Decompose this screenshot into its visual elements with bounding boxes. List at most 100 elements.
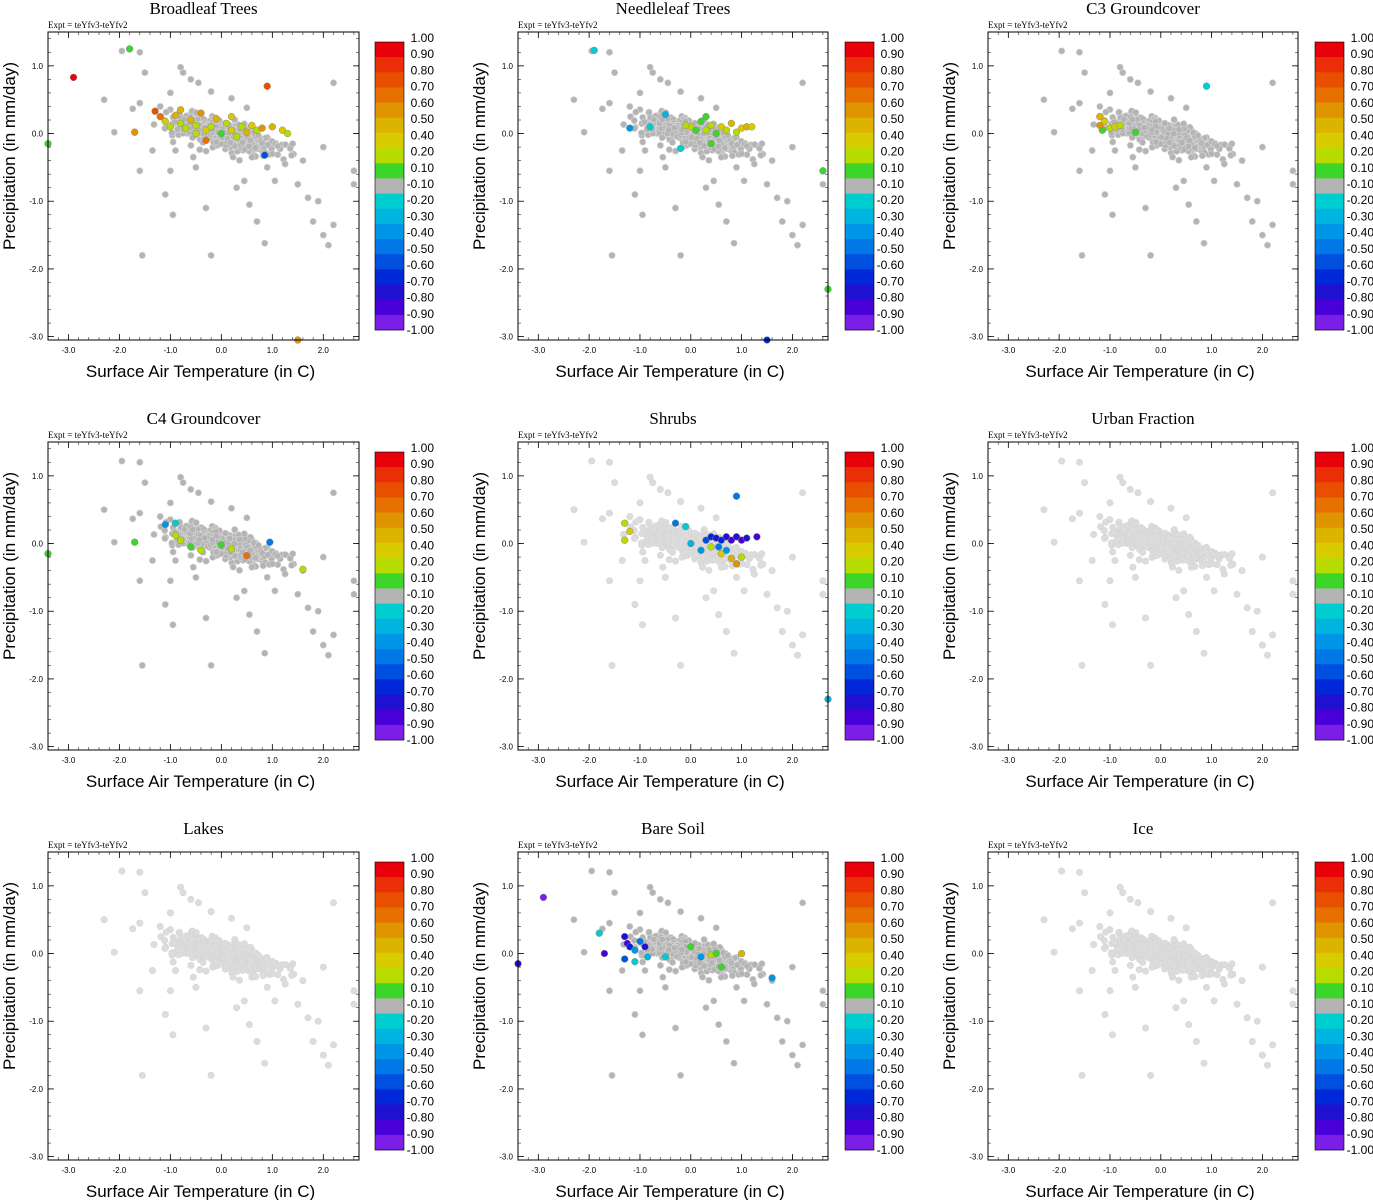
data-point (1106, 499, 1114, 507)
data-point (632, 518, 640, 526)
x-tick-label: 2.0 (318, 1166, 330, 1175)
colored-data-point (197, 546, 205, 554)
data-point (1110, 528, 1118, 536)
experiment-label: Expt = teYfv3-teYfv2 (518, 20, 598, 30)
y-tick-label: -3.0 (29, 743, 43, 752)
data-point (715, 201, 723, 209)
colorbar-swatch (375, 284, 404, 300)
y-tick-label: -2.0 (499, 265, 513, 274)
colorbar-swatch (375, 102, 404, 119)
colored-data-point (682, 522, 690, 531)
data-point (274, 552, 282, 560)
colored-data-point (212, 114, 220, 123)
data-point (641, 556, 649, 564)
data-point (1167, 94, 1175, 102)
data-point (187, 895, 195, 903)
colorbar-label: -0.40 (1347, 226, 1373, 240)
data-point (630, 534, 638, 542)
colorbar-label: -1.00 (1347, 733, 1373, 747)
data-point (288, 151, 296, 159)
y-tick-label: 0.0 (502, 540, 514, 549)
data-point (677, 88, 685, 96)
colorbar-swatch (845, 223, 874, 240)
colored-data-point (732, 492, 741, 500)
x-axis-label: Surface Air Temperature (in C) (86, 362, 315, 381)
data-point (697, 504, 705, 512)
data-point (231, 936, 239, 944)
colorbar-swatch (375, 709, 404, 726)
colorbar-swatch (375, 42, 404, 58)
colored-data-point (192, 129, 200, 138)
data-point (605, 509, 613, 517)
colored-data-point (161, 520, 169, 529)
y-tick-label: 0.0 (502, 130, 514, 139)
data-point (1090, 121, 1098, 129)
data-point (271, 177, 279, 185)
data-point (194, 489, 202, 497)
colored-data-point (702, 112, 710, 121)
colored-data-point (166, 123, 175, 131)
data-point (251, 144, 259, 152)
data-point (149, 556, 157, 564)
data-point (299, 157, 307, 165)
data-point (207, 661, 215, 669)
x-tick-label: -1.0 (1103, 346, 1117, 355)
data-point (207, 251, 215, 259)
data-point (757, 151, 765, 159)
data-point (712, 104, 720, 112)
data-point (1198, 152, 1206, 160)
x-tick-label: 0.0 (1155, 346, 1167, 355)
data-point (1142, 614, 1150, 622)
colorbar-swatch (1315, 208, 1344, 225)
data-point (226, 959, 234, 967)
colored-data-point (682, 121, 690, 130)
data-point (187, 75, 195, 83)
data-point (661, 163, 669, 171)
colorbar-swatch (1315, 649, 1344, 665)
data-point (271, 587, 279, 595)
data-point (1210, 587, 1218, 595)
data-point (1191, 554, 1199, 562)
colorbar-swatch (375, 482, 404, 498)
data-point (773, 604, 781, 612)
y-tick-label: 0.0 (32, 540, 44, 549)
data-point (620, 121, 628, 129)
data-point (1134, 489, 1142, 497)
colorbar-swatch (845, 178, 874, 194)
colorbar-label: 0.10 (1351, 571, 1373, 585)
data-point (174, 945, 182, 953)
data-point (1076, 458, 1084, 466)
data-point (668, 138, 676, 146)
colorbar-swatch (845, 314, 874, 331)
colored-data-point (715, 543, 723, 551)
colorbar-swatch (375, 512, 404, 529)
colored-data-point (621, 519, 629, 527)
data-point (799, 79, 807, 87)
panel-c3-groundcover: C3 Groundcover Expt = teYfv3-teYfv2 -3.0 -2… (940, 0, 1373, 381)
data-point (1228, 550, 1236, 558)
colored-data-point (131, 538, 139, 546)
colored-data-point (222, 119, 231, 128)
x-tick-label: 2.0 (1257, 756, 1269, 765)
data-point (1081, 69, 1089, 77)
colorbar-label: 0.50 (411, 112, 435, 126)
colorbar-label: -0.50 (407, 1062, 435, 1076)
data-point (626, 512, 634, 520)
colorbar-label: 0.60 (1351, 96, 1373, 110)
colored-data-point (187, 543, 195, 551)
data-point (588, 457, 596, 465)
colorbar-swatch (1315, 269, 1344, 285)
colorbar-swatch (1315, 299, 1344, 316)
data-point (1101, 534, 1109, 542)
y-tick-label: -2.0 (499, 675, 513, 684)
colorbar-label: 0.70 (411, 80, 435, 94)
data-point (1128, 526, 1136, 534)
colored-data-point (732, 128, 741, 136)
panel-c4-groundcover: C4 Groundcover Expt = teYfv3-teYfv2 -3.0 -2… (0, 409, 434, 791)
colorbar-label: 0.90 (411, 867, 435, 881)
data-point (243, 514, 251, 522)
colorbar-swatch (375, 57, 404, 73)
data-point (1090, 530, 1098, 538)
colorbar-label: -0.30 (1347, 619, 1373, 633)
